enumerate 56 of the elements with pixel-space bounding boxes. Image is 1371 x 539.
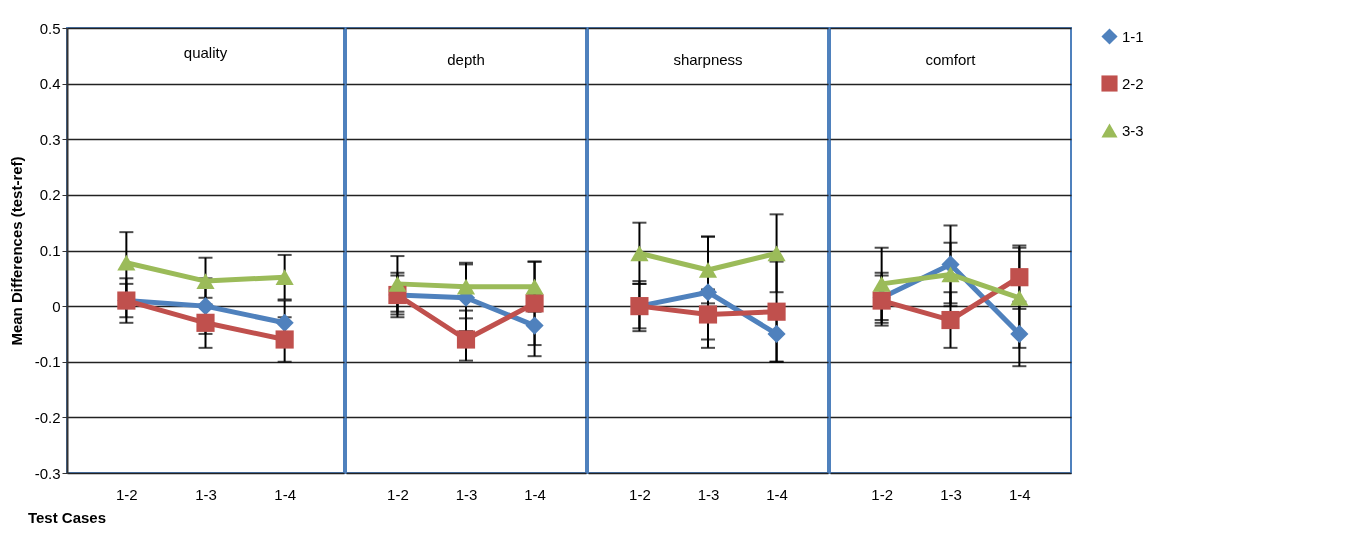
point <box>275 269 294 286</box>
x-tick-label: 1-4 <box>274 485 296 503</box>
y-tick-label: 0.4 <box>39 75 61 93</box>
legend-label: 1-1 <box>1122 27 1144 45</box>
x-tick-label: 1-4 <box>1009 485 1031 503</box>
point <box>117 254 136 271</box>
point <box>630 245 649 262</box>
point <box>196 273 215 289</box>
y-tick-label: -0.3 <box>34 464 61 482</box>
legend-label: 2-2 <box>1122 74 1144 92</box>
point <box>698 305 718 324</box>
point <box>525 316 544 335</box>
point <box>941 310 960 330</box>
point <box>196 313 215 332</box>
y-tick-label: -0.1 <box>34 353 61 371</box>
text: depth <box>447 51 485 68</box>
y-axis-title: Mean Differences (test-ref) <box>7 156 25 346</box>
x-tick-label: 1-3 <box>697 485 720 503</box>
y-tick-label: 0.1 <box>39 242 61 259</box>
point <box>767 302 786 321</box>
text: sharpness <box>673 51 743 68</box>
x-tick-label: 1-3 <box>940 485 962 503</box>
point <box>1010 268 1029 287</box>
point <box>196 297 215 316</box>
legend-label: 3-3 <box>1122 121 1144 139</box>
point <box>525 294 544 313</box>
point <box>275 313 294 332</box>
text: quality <box>183 44 228 61</box>
text: comfort <box>925 51 977 68</box>
point <box>275 330 294 349</box>
point <box>1010 324 1029 344</box>
y-tick-label: 0.5 <box>39 19 61 37</box>
x-tick-label: 1-3 <box>195 485 217 503</box>
x-tick-label: 1-3 <box>455 485 478 503</box>
point <box>456 278 476 295</box>
point <box>1010 289 1029 306</box>
point <box>941 266 960 283</box>
point <box>698 262 718 278</box>
x-tick-label: 1-4 <box>524 485 546 503</box>
y-tick-label: 0.2 <box>39 186 61 204</box>
x-tick-label: 1-2 <box>629 485 651 503</box>
x-tick-label: 1-2 <box>871 485 893 503</box>
point <box>767 324 786 344</box>
y-tick-label: 0.3 <box>39 130 61 148</box>
point <box>767 245 786 262</box>
x-tick-label: 1-2 <box>387 485 409 503</box>
y-tick-label: -0.2 <box>34 408 61 426</box>
y-tick-label: 0 <box>52 297 61 315</box>
point <box>698 283 718 302</box>
point <box>525 278 544 295</box>
x-tick-label: 1-4 <box>766 485 788 503</box>
x-axis-title: Test Cases <box>27 509 107 526</box>
point <box>872 276 891 292</box>
point <box>388 276 407 292</box>
point <box>456 330 476 349</box>
x-tick-label: 1-2 <box>116 485 138 503</box>
